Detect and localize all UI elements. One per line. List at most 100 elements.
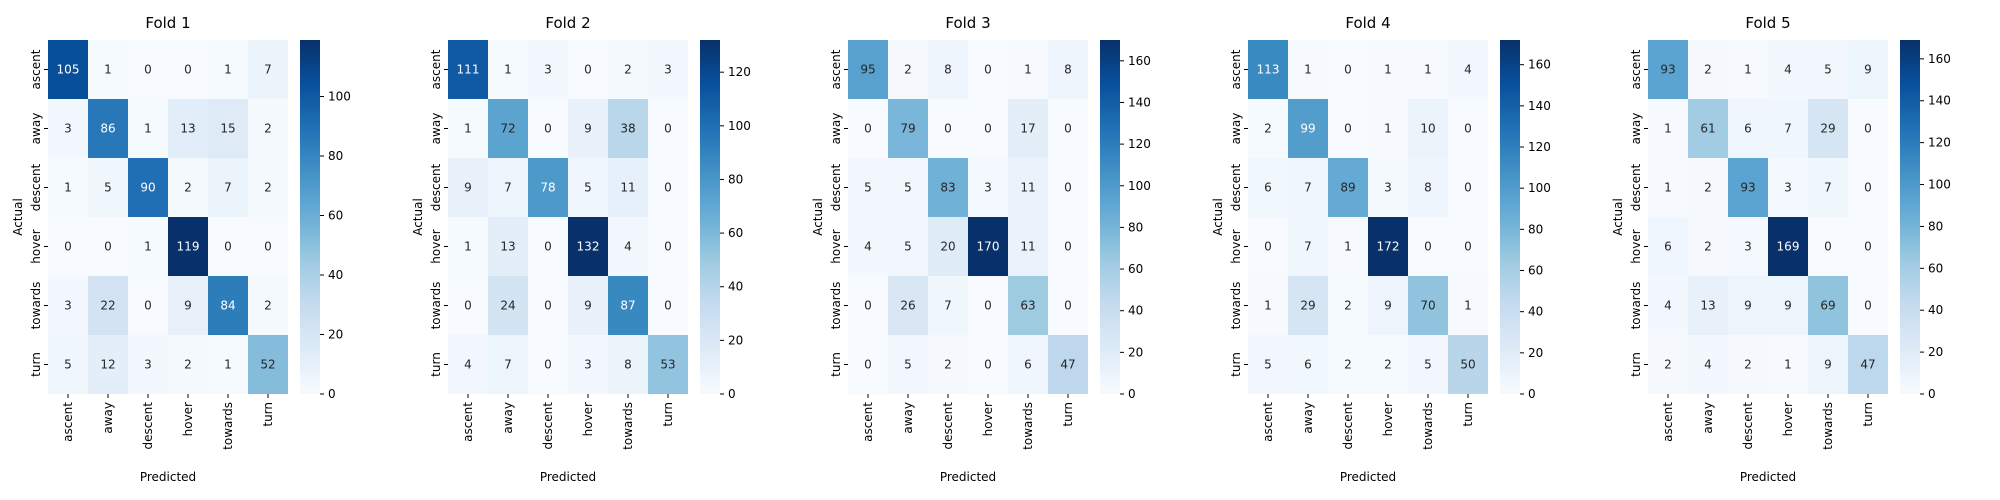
heatmap-cell: [1248, 158, 1288, 217]
cell-value-label: 1: [1384, 122, 1392, 136]
heatmap-cell: [608, 217, 648, 276]
x-tick-label: hover: [1781, 402, 1795, 436]
cell-value-label: 7: [944, 299, 952, 313]
heatmap-cell: [1448, 158, 1488, 217]
heatmap-cell: [1648, 335, 1688, 394]
cell-value-label: 1: [1024, 63, 1032, 77]
y-tick-label: turn: [1629, 352, 1643, 377]
cell-value-label: 1: [1464, 299, 1472, 313]
heatmap-cell: [1448, 217, 1488, 276]
x-tick-label: turn: [1861, 402, 1875, 427]
cell-value-label: 0: [864, 122, 872, 136]
y-axis-label: Actual: [11, 198, 25, 236]
cell-value-label: 0: [984, 63, 992, 77]
heatmap-cell: [88, 99, 128, 158]
heatmap-cell: [448, 158, 488, 217]
cell-value-label: 0: [1064, 299, 1072, 313]
heatmap-cell: [1048, 99, 1088, 158]
cell-value-label: 9: [1384, 299, 1392, 313]
x-axis-label: Predicted: [940, 470, 996, 484]
cell-value-label: 2: [1744, 358, 1752, 372]
cell-value-label: 5: [904, 181, 912, 195]
cell-value-label: 119: [177, 240, 200, 254]
cell-value-label: 47: [1860, 358, 1875, 372]
heatmap-cell: [1248, 99, 1288, 158]
heatmap-cell: [1328, 158, 1368, 217]
y-tick-label: descent: [29, 163, 43, 211]
cell-value-label: 0: [184, 63, 192, 77]
cell-value-label: 0: [144, 63, 152, 77]
heatmap-cell: [248, 40, 288, 99]
heatmap-cell: [1248, 40, 1288, 99]
heatmap-cell: [888, 276, 928, 335]
cell-value-label: 105: [57, 63, 80, 77]
cell-value-label: 3: [664, 63, 672, 77]
colorbar-tick-label: 0: [1528, 387, 1536, 401]
cell-value-label: 79: [900, 122, 915, 136]
y-tick-label: ascent: [429, 49, 443, 89]
heatmap-cell: [888, 99, 928, 158]
heatmap-cell: [1288, 40, 1328, 99]
colorbar-tick-label: 80: [328, 149, 343, 163]
cell-value-label: 9: [1824, 358, 1832, 372]
cell-value-label: 2: [1704, 240, 1712, 254]
heatmap-cell: [1768, 217, 1808, 276]
cell-value-label: 1: [144, 240, 152, 254]
cell-value-label: 2: [1344, 299, 1352, 313]
heatmap-cell: [1848, 217, 1888, 276]
colorbar-tick-label: 80: [728, 172, 743, 186]
cell-value-label: 8: [1064, 63, 1072, 77]
heatmap-cell: [1408, 217, 1448, 276]
cell-value-label: 0: [1864, 299, 1872, 313]
heatmap-cell: [1448, 335, 1488, 394]
heatmap-cell: [1448, 99, 1488, 158]
cell-value-label: 2: [944, 358, 952, 372]
heatmap-cell: [248, 99, 288, 158]
x-tick-label: hover: [581, 402, 595, 436]
y-tick-label: towards: [829, 282, 843, 330]
cell-value-label: 5: [1264, 358, 1272, 372]
cell-value-label: 4: [464, 358, 472, 372]
heatmap-cell: [1368, 158, 1408, 217]
cell-value-label: 3: [544, 63, 552, 77]
heatmap-cell: [1648, 99, 1688, 158]
heatmap-cell: [1688, 99, 1728, 158]
cell-value-label: 78: [540, 181, 555, 195]
cell-value-label: 0: [1464, 181, 1472, 195]
heatmap-cell: [888, 335, 928, 394]
heatmap-cell: [168, 217, 208, 276]
heatmap-cell: [1368, 99, 1408, 158]
cell-value-label: 50: [1460, 358, 1475, 372]
heatmap-cell: [968, 158, 1008, 217]
heatmap-cell: [1728, 217, 1768, 276]
heatmap-cell: [928, 217, 968, 276]
y-axis-label: Actual: [811, 198, 825, 236]
cell-value-label: 0: [144, 299, 152, 313]
cell-value-label: 20: [940, 240, 955, 254]
colorbar-tick-label: 0: [728, 387, 736, 401]
cell-value-label: 9: [584, 299, 592, 313]
colorbar-tick-label: 60: [1128, 262, 1143, 276]
cell-value-label: 3: [64, 122, 72, 136]
cell-value-label: 15: [220, 122, 235, 136]
y-tick-label: towards: [429, 282, 443, 330]
cell-value-label: 3: [144, 358, 152, 372]
heatmap-cell: [88, 158, 128, 217]
cell-value-label: 0: [984, 358, 992, 372]
heatmap-cell: [968, 40, 1008, 99]
heatmap-cell: [1808, 217, 1848, 276]
x-axis-label: Predicted: [1340, 470, 1396, 484]
cell-value-label: 3: [1384, 181, 1392, 195]
heatmap-cell: [608, 99, 648, 158]
x-tick-label: ascent: [461, 402, 475, 442]
heatmap-cell: [1648, 217, 1688, 276]
heatmap-cell: [48, 335, 88, 394]
heatmap-cell: [488, 40, 528, 99]
heatmap-cell: [448, 217, 488, 276]
heatmap-cell: [1368, 335, 1408, 394]
cell-value-label: 2: [1384, 358, 1392, 372]
colorbar: [700, 40, 720, 394]
cell-value-label: 0: [104, 240, 112, 254]
heatmap-cell: [208, 335, 248, 394]
